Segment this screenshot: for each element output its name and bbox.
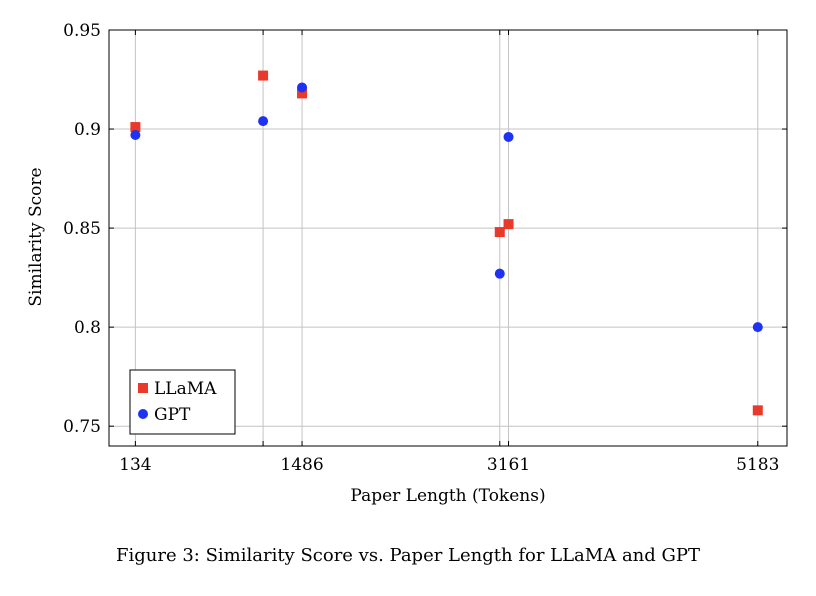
gpt-point [130, 129, 141, 140]
x-tick-label: 3161 [487, 455, 530, 475]
data-points [130, 70, 763, 416]
plot-frame [108, 29, 788, 447]
llama-point [297, 88, 308, 99]
figure-caption: Figure 3: Similarity Score vs. Paper Len… [115, 545, 701, 566]
gpt-point [258, 116, 269, 127]
scatter-chart: 134 1486 3161 5183 0.75 0.8 0.85 0.9 0.95 Paper… [26, 21, 788, 506]
gpt-point [297, 82, 308, 93]
llama-point [130, 122, 141, 133]
y-tick-labels: 0.75 0.8 0.85 0.9 0.95 [63, 21, 101, 437]
y-tick-label: 0.95 [63, 21, 101, 41]
legend: LLaMA GPT [129, 369, 236, 435]
legend-label: LLaMA [154, 379, 217, 399]
y-tick-label: 0.85 [63, 219, 101, 239]
x-axis-label: Paper Length (Tokens) [350, 486, 545, 506]
gpt-point [503, 131, 514, 142]
llama-point [494, 227, 505, 238]
y-tick-label: 0.8 [74, 318, 101, 338]
x-tick-label: 1486 [280, 455, 323, 475]
llama-point [503, 219, 514, 230]
legend-marker [138, 409, 148, 419]
legend-box [129, 369, 236, 435]
llama-point [752, 405, 763, 416]
x-tick-label: 5183 [736, 455, 779, 475]
x-tick-label: 134 [119, 455, 151, 475]
y-tick-label: 0.75 [63, 417, 101, 437]
tick-marks [109, 29, 787, 446]
y-axis-label: Similarity Score [26, 167, 46, 306]
gpt-point [752, 322, 763, 333]
x-tick-labels: 134 1486 3161 5183 [119, 455, 779, 475]
llama-point [258, 70, 269, 81]
gpt-point [494, 268, 505, 279]
legend-label: GPT [154, 405, 191, 425]
legend-marker [138, 383, 148, 393]
y-tick-label: 0.9 [74, 120, 101, 140]
